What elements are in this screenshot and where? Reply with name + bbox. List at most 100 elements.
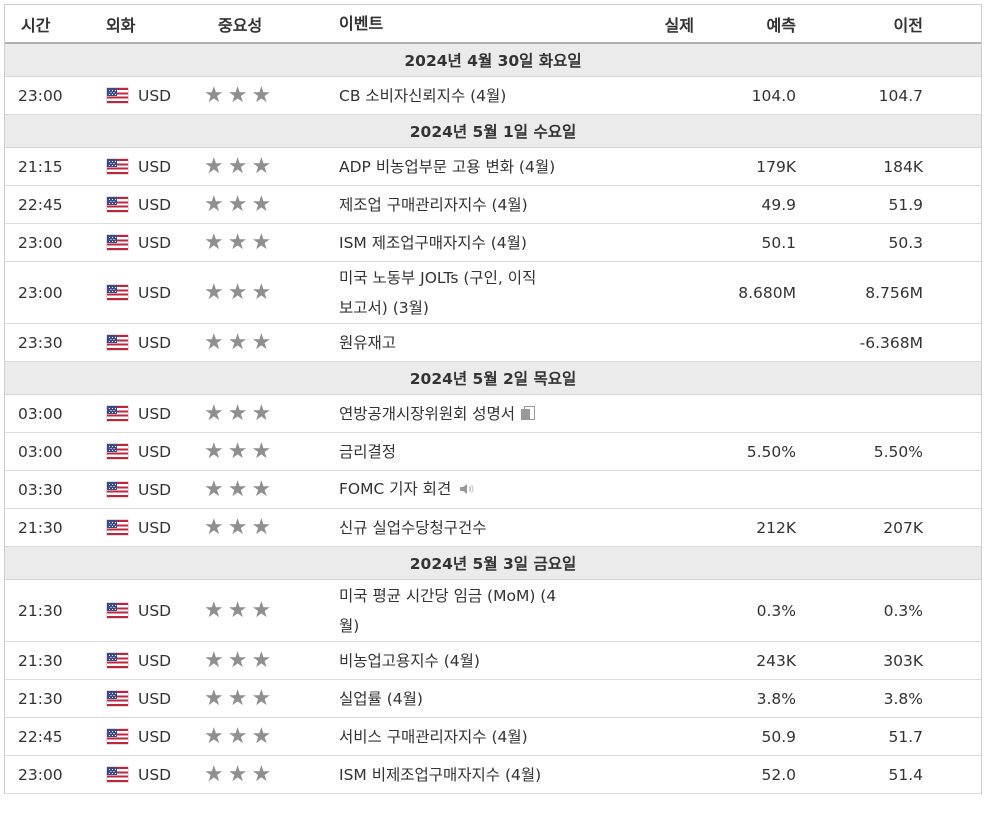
event-previous: 51.7 bbox=[810, 717, 981, 756]
event-name-line2[interactable]: 보고서) (3월) bbox=[339, 298, 429, 317]
event-row[interactable]: 03:30 USD ★ ★ ★ FOMC 기자 회견 bbox=[5, 470, 981, 509]
importance-stars: ★ ★ ★ bbox=[204, 438, 271, 464]
event-forecast: 212K bbox=[694, 508, 810, 547]
event-name[interactable]: ISM 제조업구매자지수 (4월) bbox=[339, 233, 527, 252]
event-forecast: 5.50% bbox=[694, 432, 810, 471]
currency-code: USD bbox=[138, 233, 172, 252]
event-row[interactable]: 21:30 USD ★ ★ ★ 미국 평균 시간당 임금 (MoM) (4 월) 0.3% 0.… bbox=[5, 579, 981, 642]
event-name-cell[interactable]: 원유재고 bbox=[339, 323, 610, 362]
us-flag-icon bbox=[107, 602, 128, 618]
event-previous: 5.50% bbox=[810, 432, 981, 471]
event-row[interactable]: 03:00 USD ★ ★ ★ 금리결정 5.50% 5.50% bbox=[5, 432, 981, 471]
event-name[interactable]: 원유재고 bbox=[339, 333, 397, 352]
event-name-cell[interactable]: 신규 실업수당청구건수 bbox=[339, 508, 610, 547]
event-name-cell[interactable]: 미국 평균 시간당 임금 (MoM) (4 월) bbox=[339, 579, 610, 642]
event-name-cell[interactable]: 비농업고용지수 (4월) bbox=[339, 641, 610, 680]
event-previous: -6.368M bbox=[810, 323, 981, 362]
event-name[interactable]: 제조업 구매관리자지수 (4월) bbox=[339, 195, 528, 214]
us-flag-icon bbox=[107, 334, 128, 350]
event-forecast: 50.9 bbox=[694, 717, 810, 756]
calendar-table: 시간 외화 중요성 이벤트 실제 예측 이전 2024년 4월 30일 화요일 2… bbox=[5, 5, 981, 794]
column-header-currency[interactable]: 외화 bbox=[106, 5, 204, 44]
event-forecast: 104.0 bbox=[694, 76, 810, 115]
event-name-cell[interactable]: 연방공개시장위원회 성명서 bbox=[339, 394, 610, 433]
event-name[interactable]: 비농업고용지수 (4월) bbox=[339, 651, 480, 670]
event-row[interactable]: 22:45 USD ★ ★ ★ 제조업 구매관리자지수 (4월) 49.9 51.9 bbox=[5, 185, 981, 224]
event-forecast: 49.9 bbox=[694, 185, 810, 224]
event-name[interactable]: 서비스 구매관리자지수 (4월) bbox=[339, 727, 528, 746]
column-header-forecast[interactable]: 예측 bbox=[694, 5, 810, 44]
document-icon[interactable] bbox=[521, 405, 536, 421]
star-icon: ★ bbox=[204, 329, 224, 355]
us-flag-icon bbox=[107, 728, 128, 744]
date-label: 2024년 4월 30일 화요일 bbox=[5, 43, 981, 77]
column-header-event[interactable]: 이벤트 bbox=[339, 5, 610, 44]
event-row[interactable]: 22:45 USD ★ ★ ★ 서비스 구매관리자지수 (4월) 50.9 51.7 bbox=[5, 717, 981, 756]
event-name-cell[interactable]: CB 소비자신뢰지수 (4월) bbox=[339, 76, 610, 115]
date-header-row: 2024년 4월 30일 화요일 bbox=[5, 43, 981, 77]
star-icon: ★ bbox=[204, 438, 224, 464]
event-forecast bbox=[694, 470, 810, 509]
event-forecast bbox=[694, 323, 810, 362]
star-icon: ★ bbox=[227, 514, 248, 540]
event-forecast: 0.3% bbox=[694, 579, 810, 642]
event-name-cell[interactable]: 실업률 (4월) bbox=[339, 679, 610, 718]
event-row[interactable]: 23:00 USD ★ ★ ★ 미국 노동부 JOLTs (구인, 이직 보고서) (3월)… bbox=[5, 261, 981, 324]
event-actual bbox=[610, 223, 694, 262]
event-actual bbox=[610, 579, 694, 642]
event-name-cell[interactable]: 제조업 구매관리자지수 (4월) bbox=[339, 185, 610, 224]
event-actual bbox=[610, 717, 694, 756]
event-name-line1[interactable]: 미국 노동부 JOLTs (구인, 이직 bbox=[339, 268, 537, 287]
column-header-importance[interactable]: 중요성 bbox=[204, 5, 339, 44]
star-icon: ★ bbox=[204, 647, 224, 673]
star-icon: ★ bbox=[227, 329, 248, 355]
event-row[interactable]: 03:00 USD ★ ★ ★ 연방공개시장위원회 성명서 bbox=[5, 394, 981, 433]
event-name[interactable]: 금리결정 bbox=[339, 442, 397, 461]
event-previous: 207K bbox=[810, 508, 981, 547]
event-row[interactable]: 21:30 USD ★ ★ ★ 비농업고용지수 (4월) 243K 303K bbox=[5, 641, 981, 680]
column-header-previous[interactable]: 이전 bbox=[810, 5, 981, 44]
event-name[interactable]: ADP 비농업부문 고용 변화 (4월) bbox=[339, 157, 556, 176]
event-row[interactable]: 21:30 USD ★ ★ ★ 신규 실업수당청구건수 212K 207K bbox=[5, 508, 981, 547]
star-icon: ★ bbox=[227, 82, 248, 108]
star-icon: ★ bbox=[204, 514, 224, 540]
event-row[interactable]: 23:00 USD ★ ★ ★ CB 소비자신뢰지수 (4월) 104.0 104.7 bbox=[5, 76, 981, 115]
currency-code: USD bbox=[138, 283, 172, 302]
event-name-line1[interactable]: 미국 평균 시간당 임금 (MoM) (4 bbox=[339, 586, 557, 605]
event-name[interactable]: CB 소비자신뢰지수 (4월) bbox=[339, 86, 507, 105]
date-header-row: 2024년 5월 3일 금요일 bbox=[5, 546, 981, 580]
event-name[interactable]: 실업률 (4월) bbox=[339, 689, 423, 708]
event-time: 21:15 bbox=[5, 147, 106, 186]
event-actual bbox=[610, 432, 694, 471]
event-name-cell[interactable]: 금리결정 bbox=[339, 432, 610, 471]
event-row[interactable]: 23:00 USD ★ ★ ★ ISM 비제조업구매자지수 (4월) 52.0 51.4 bbox=[5, 755, 981, 794]
event-row[interactable]: 21:30 USD ★ ★ ★ 실업률 (4월) 3.8% 3.8% bbox=[5, 679, 981, 718]
event-name-cell[interactable]: 서비스 구매관리자지수 (4월) bbox=[339, 717, 610, 756]
currency-code: USD bbox=[138, 442, 172, 461]
event-name-cell[interactable]: FOMC 기자 회견 bbox=[339, 470, 610, 509]
star-icon: ★ bbox=[227, 279, 248, 305]
event-name-line2[interactable]: 월) bbox=[339, 616, 360, 635]
column-header-actual[interactable]: 실제 bbox=[610, 5, 694, 44]
event-previous: 8.756M bbox=[810, 261, 981, 324]
event-name-cell[interactable]: ISM 제조업구매자지수 (4월) bbox=[339, 223, 610, 262]
event-time: 23:30 bbox=[5, 323, 106, 362]
event-row[interactable]: 23:30 USD ★ ★ ★ 원유재고 -6.368M bbox=[5, 323, 981, 362]
importance-cell: ★ ★ ★ bbox=[204, 147, 339, 186]
event-row[interactable]: 21:15 USD ★ ★ ★ ADP 비농업부문 고용 변화 (4월) 179K 184K bbox=[5, 147, 981, 186]
importance-cell: ★ ★ ★ bbox=[204, 470, 339, 509]
event-currency-cell: USD bbox=[106, 679, 204, 718]
star-icon: ★ bbox=[204, 723, 224, 749]
event-row[interactable]: 23:00 USD ★ ★ ★ ISM 제조업구매자지수 (4월) 50.1 50.3 bbox=[5, 223, 981, 262]
event-name[interactable]: 연방공개시장위원회 성명서 bbox=[339, 404, 516, 423]
event-time: 23:00 bbox=[5, 76, 106, 115]
event-currency-cell: USD bbox=[106, 323, 204, 362]
event-name[interactable]: 신규 실업수당청구건수 bbox=[339, 518, 487, 537]
event-name-cell[interactable]: ADP 비농업부문 고용 변화 (4월) bbox=[339, 147, 610, 186]
event-name[interactable]: FOMC 기자 회견 bbox=[339, 479, 452, 498]
speaker-icon[interactable] bbox=[459, 476, 475, 506]
event-name-cell[interactable]: ISM 비제조업구매자지수 (4월) bbox=[339, 755, 610, 794]
column-header-time[interactable]: 시간 bbox=[5, 5, 106, 44]
event-name[interactable]: ISM 비제조업구매자지수 (4월) bbox=[339, 765, 542, 784]
